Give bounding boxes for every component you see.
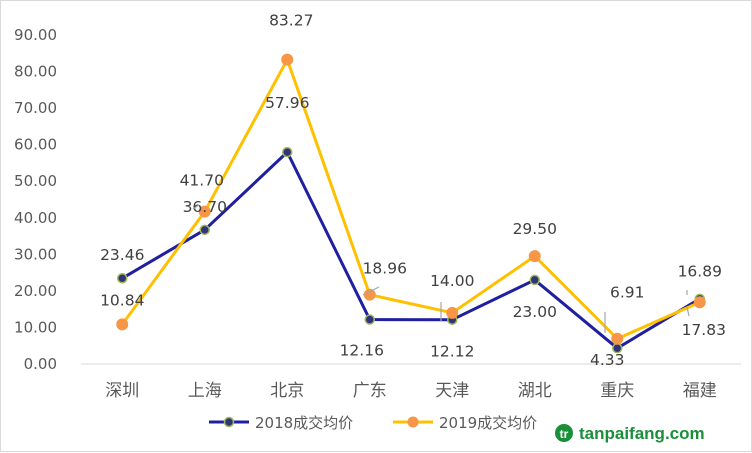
y-tick-label: 80.00: [14, 63, 57, 81]
x-tick-label: 湖北: [518, 381, 552, 401]
data-label: 83.27: [269, 12, 313, 30]
series-line-2: [121, 58, 701, 341]
y-tick-label: 90.00: [14, 26, 57, 44]
data-label: 18.96: [363, 260, 407, 278]
data-label: 12.16: [340, 342, 384, 360]
series-1-point: [364, 314, 375, 325]
data-label: 12.12: [430, 343, 474, 361]
data-label: 17.83: [682, 321, 726, 339]
data-labels: 23.46 36.70 57.96 12.16 12.12 23.00 4.33 17.83 1…: [100, 12, 726, 370]
x-tick-label: 天津: [435, 381, 469, 401]
data-label: 10.84: [100, 291, 144, 309]
series-2-point: [446, 306, 459, 319]
x-tick-label: 上海: [188, 381, 222, 401]
legend-marker-1: [223, 416, 235, 428]
label-leader-line: [686, 306, 690, 317]
x-tick-label: 福建: [683, 381, 717, 401]
legend-label-2: 2019成交均价: [439, 414, 537, 432]
series-2-point: [116, 318, 129, 331]
y-tick-label: 70.00: [14, 99, 57, 117]
data-label: 29.50: [513, 220, 557, 238]
series-group: [116, 53, 706, 354]
series-1-point: [282, 146, 293, 158]
x-tick-label: 深圳: [105, 381, 139, 401]
legend-label-1: 2018成交均价: [255, 414, 353, 432]
y-tick-label: 0.00: [24, 355, 57, 373]
x-tick-label: 重庆: [600, 381, 634, 401]
data-label: 57.96: [265, 94, 309, 112]
series-2-point: [281, 53, 294, 66]
y-tick-label: 50.00: [14, 172, 57, 190]
data-label: 23.00: [513, 303, 557, 321]
data-label: 14.00: [430, 272, 474, 290]
watermark-logo-icon: [555, 424, 573, 442]
x-tick-label: 北京: [270, 381, 304, 401]
x-axis: 深圳 上海 北京 广东 天津 湖北 重庆 福建: [105, 381, 717, 401]
data-label: 4.33: [590, 351, 625, 369]
data-label: 23.46: [100, 246, 144, 264]
series-1-point: [529, 274, 540, 286]
series-2-point: [693, 296, 706, 309]
y-tick-label: 10.00: [14, 318, 57, 336]
watermark: tr tanpaifang.com: [555, 424, 705, 443]
label-leader-line: [362, 286, 380, 296]
series-2-point: [611, 332, 624, 345]
watermark-text: tanpaifang.com: [579, 424, 705, 443]
label-leader-line: [192, 204, 200, 210]
series-2-point: [198, 205, 211, 218]
y-tick-label: 40.00: [14, 209, 57, 227]
data-label: 6.91: [610, 284, 645, 302]
y-tick-label: 60.00: [14, 136, 57, 154]
y-tick-label: 20.00: [14, 282, 57, 300]
series-line-1: [121, 150, 701, 350]
data-label: 41.70: [180, 172, 224, 190]
data-label: 36.70: [183, 198, 227, 216]
watermark-logo-letter: tr: [560, 427, 569, 441]
data-label: 16.89: [678, 262, 722, 280]
y-axis: 0.00 10.00 20.00 30.00 40.00 50.00 60.00 70.00 8…: [14, 26, 57, 373]
y-tick-label: 30.00: [14, 245, 57, 263]
series-2-point: [528, 250, 541, 263]
series-1-point: [199, 224, 210, 236]
series-2-point: [363, 288, 376, 301]
legend-marker-2: [407, 416, 419, 428]
x-tick-label: 广东: [353, 381, 387, 401]
series-1-point: [117, 272, 128, 284]
legend: 2018成交均价 2019成交均价: [209, 414, 537, 432]
